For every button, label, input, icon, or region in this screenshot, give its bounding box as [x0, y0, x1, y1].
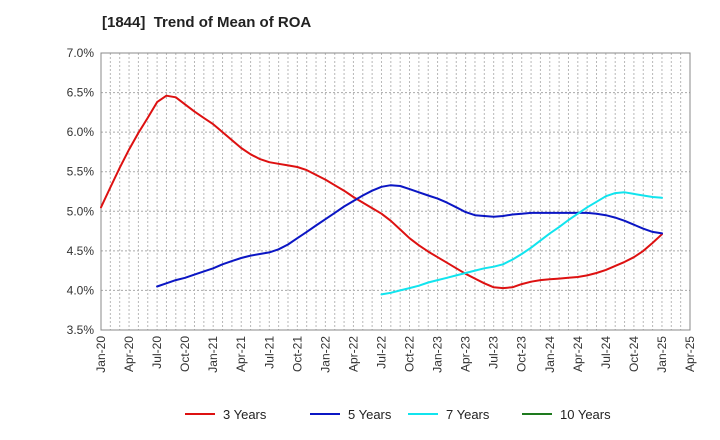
- y-tick-label: 5.0%: [67, 204, 95, 218]
- series-line-7-years: [380, 191, 663, 296]
- x-tick-label: Jul-20: [150, 336, 164, 369]
- series-line-3-years: [100, 94, 663, 290]
- x-tick-label: Jan-24: [543, 336, 557, 373]
- y-tick-label: 7.0%: [67, 46, 95, 60]
- x-tick-label: Jan-25: [655, 336, 669, 373]
- x-tick-label: Apr-24: [571, 336, 585, 372]
- x-tick-label: Apr-23: [459, 336, 473, 372]
- y-tick-label: 3.5%: [67, 323, 95, 337]
- x-tick-label: Oct-21: [290, 336, 304, 372]
- x-tick-label: Oct-22: [403, 336, 417, 372]
- x-tick-label: Jan-22: [318, 336, 332, 373]
- x-tick-label: Apr-25: [683, 336, 697, 372]
- x-tick-label: Oct-20: [178, 336, 192, 372]
- series-line-5-years: [156, 184, 663, 288]
- y-tick-label: 5.5%: [67, 165, 95, 179]
- x-tick-label: Jul-21: [262, 336, 276, 369]
- legend-label: 10 Years: [560, 407, 611, 422]
- y-tick-label: 4.5%: [67, 244, 95, 258]
- x-tick-label: Jul-24: [599, 336, 613, 369]
- x-tick-label: Oct-24: [627, 336, 641, 372]
- y-tick-label: 6.0%: [67, 125, 95, 139]
- y-tick-label: 6.5%: [67, 86, 95, 100]
- x-tick-label: Apr-21: [234, 336, 248, 372]
- x-tick-label: Apr-22: [346, 336, 360, 372]
- legend-label: 7 Years: [446, 407, 490, 422]
- x-tick-label: Apr-20: [122, 336, 136, 372]
- y-tick-label: 4.0%: [67, 283, 95, 297]
- x-tick-label: Jul-23: [487, 336, 501, 369]
- legend-label: 5 Years: [348, 407, 392, 422]
- x-tick-label: Oct-23: [515, 336, 529, 372]
- plot-area: [100, 52, 691, 331]
- x-tick-label: Jan-21: [206, 336, 220, 373]
- x-tick-label: Jul-22: [374, 336, 388, 369]
- x-tick-label: Jan-23: [431, 336, 445, 373]
- chart-title: [1844] Trend of Mean of ROA: [102, 14, 312, 31]
- legend-label: 3 Years: [223, 407, 267, 422]
- x-tick-label: Jan-20: [94, 336, 108, 373]
